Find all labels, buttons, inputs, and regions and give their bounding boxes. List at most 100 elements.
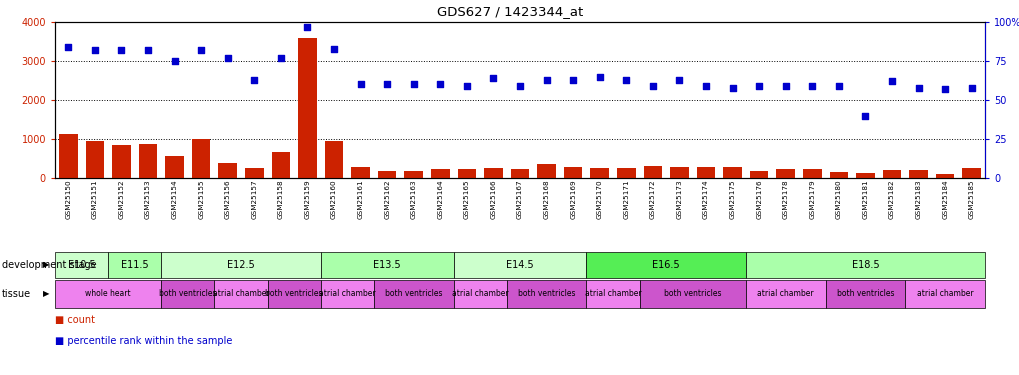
Bar — [271, 152, 289, 178]
Bar — [962, 168, 980, 178]
Bar — [855, 173, 874, 178]
Point — [113, 47, 129, 53]
Bar — [590, 168, 608, 178]
Bar — [165, 156, 183, 178]
Bar — [192, 139, 210, 178]
Text: E11.5: E11.5 — [121, 260, 149, 270]
Text: ■ percentile rank within the sample: ■ percentile rank within the sample — [55, 336, 232, 346]
Text: atrial chamber: atrial chamber — [213, 290, 269, 298]
Text: both ventricles: both ventricles — [663, 290, 720, 298]
Bar — [453, 280, 506, 308]
Point — [353, 81, 369, 87]
Bar — [161, 252, 320, 278]
Point — [723, 84, 740, 90]
Bar — [112, 145, 130, 178]
Point — [432, 81, 448, 87]
Text: E16.5: E16.5 — [652, 260, 680, 270]
Text: both ventricles: both ventricles — [836, 290, 894, 298]
Bar — [696, 167, 714, 178]
Bar — [616, 168, 635, 178]
Text: whole heart: whole heart — [86, 290, 130, 298]
Bar — [351, 167, 370, 178]
Bar — [161, 280, 214, 308]
Point — [671, 77, 687, 83]
Text: atrial chamber: atrial chamber — [916, 290, 972, 298]
Bar — [775, 169, 794, 178]
Point — [591, 74, 607, 80]
Bar — [55, 280, 161, 308]
Point — [803, 83, 819, 89]
Text: E13.5: E13.5 — [373, 260, 400, 270]
Bar — [828, 172, 848, 178]
Bar — [586, 252, 745, 278]
Bar — [537, 164, 555, 178]
Bar — [802, 169, 820, 178]
Point — [166, 58, 182, 64]
Text: tissue: tissue — [2, 289, 32, 299]
Point — [512, 83, 528, 89]
Bar — [511, 170, 529, 178]
Bar — [458, 170, 476, 178]
Point — [246, 77, 262, 83]
Text: both ventricles: both ventricles — [384, 290, 442, 298]
Point — [485, 75, 501, 81]
Text: GDS627 / 1423344_at: GDS627 / 1423344_at — [436, 5, 583, 18]
Bar — [374, 280, 453, 308]
Point — [406, 81, 422, 87]
Bar — [404, 171, 423, 178]
Point — [193, 47, 209, 53]
Point — [87, 47, 103, 53]
Text: E14.5: E14.5 — [505, 260, 533, 270]
Bar — [298, 38, 317, 178]
Bar — [506, 280, 586, 308]
Point — [379, 81, 395, 87]
Point — [272, 55, 288, 61]
Bar — [377, 171, 396, 178]
Bar — [908, 170, 927, 178]
Bar — [453, 252, 586, 278]
Text: E12.5: E12.5 — [227, 260, 255, 270]
Text: development stage: development stage — [2, 260, 97, 270]
Bar — [139, 144, 157, 178]
Point — [936, 86, 953, 92]
Point — [325, 45, 341, 51]
Text: ▶: ▶ — [44, 261, 50, 270]
Point — [856, 112, 872, 118]
Bar — [267, 280, 320, 308]
Point — [299, 24, 315, 30]
Bar — [59, 134, 77, 178]
Point — [910, 84, 926, 90]
Point — [459, 83, 475, 89]
Point — [776, 83, 793, 89]
Point — [963, 84, 979, 90]
Text: both ventricles: both ventricles — [518, 290, 575, 298]
Bar — [484, 168, 502, 178]
Point — [538, 77, 554, 83]
Text: E18.5: E18.5 — [851, 260, 878, 270]
Text: atrial chamber: atrial chamber — [451, 290, 507, 298]
Bar — [824, 280, 905, 308]
Bar — [639, 280, 745, 308]
Bar — [214, 280, 267, 308]
Bar — [586, 280, 639, 308]
Text: both ventricles: both ventricles — [265, 290, 323, 298]
Bar — [245, 168, 263, 178]
Bar — [905, 280, 984, 308]
Point — [644, 83, 660, 89]
Bar — [934, 174, 954, 178]
Text: ■ count: ■ count — [55, 315, 95, 325]
Bar — [749, 171, 767, 178]
Bar — [745, 252, 984, 278]
Bar — [722, 167, 741, 178]
Bar — [218, 163, 236, 178]
Bar — [564, 168, 582, 178]
Text: E10.5: E10.5 — [67, 260, 96, 270]
Bar — [745, 280, 824, 308]
Point — [219, 55, 235, 61]
Bar — [320, 252, 453, 278]
Text: atrial chamber: atrial chamber — [757, 290, 813, 298]
Bar — [431, 170, 449, 178]
Point — [565, 77, 581, 83]
Bar — [320, 280, 374, 308]
Text: ▶: ▶ — [44, 290, 50, 298]
